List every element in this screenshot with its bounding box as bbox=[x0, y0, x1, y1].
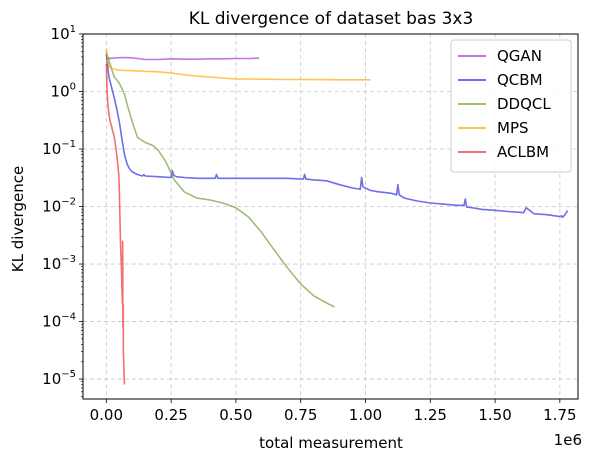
x-tick-label: 1.75 bbox=[543, 406, 576, 424]
plot-frame bbox=[82, 33, 579, 400]
x-tick-label: 1.25 bbox=[414, 406, 447, 424]
x-tick-label: 1.50 bbox=[478, 406, 511, 424]
y-tick-label: 10−1 bbox=[42, 139, 76, 158]
series-line-ddqcl bbox=[105, 52, 335, 308]
y-tick-label: 10−5 bbox=[42, 369, 76, 388]
legend-label: ACLBM bbox=[497, 143, 549, 161]
legend-label: QGAN bbox=[497, 47, 542, 65]
y-tick-label: 10−3 bbox=[42, 254, 76, 273]
x-tick-label: 1.00 bbox=[349, 406, 382, 424]
x-tick-label: 0.00 bbox=[90, 406, 123, 424]
x-axis-label: total measurement bbox=[259, 434, 403, 452]
y-tick-label: 100 bbox=[51, 82, 76, 101]
legend-label: QCBM bbox=[497, 71, 543, 89]
legend: QGAN QCBM DDQCL MPS ACLBM bbox=[450, 39, 572, 173]
legend-box bbox=[450, 39, 572, 173]
x-tick-label: 0.25 bbox=[154, 406, 187, 424]
x-axis-scale-label: 1e6 bbox=[554, 431, 582, 449]
legend-label: DDQCL bbox=[497, 95, 551, 113]
x-tick-label: 0.75 bbox=[284, 406, 317, 424]
series-line-qgan bbox=[106, 56, 260, 61]
series-lines bbox=[105, 48, 569, 385]
series-line-aclbm bbox=[105, 64, 126, 385]
series-line-qcbm bbox=[105, 53, 569, 219]
legend-label: MPS bbox=[497, 119, 529, 137]
y-tick-label: 10−2 bbox=[42, 197, 76, 216]
x-tick-label: 0.50 bbox=[219, 406, 252, 424]
series-line-mps bbox=[105, 48, 371, 81]
axis-ticks: 0.00 0.25 0.50 0.75 1.00 1.25 1.50 1.75 101 100 10… bbox=[42, 24, 576, 424]
y-tick-label: 101 bbox=[51, 24, 76, 43]
y-axis-label: KL divergence bbox=[9, 166, 27, 272]
chart-title: KL divergence of dataset bas 3x3 bbox=[189, 9, 474, 29]
y-tick-label: 10−4 bbox=[42, 312, 76, 331]
